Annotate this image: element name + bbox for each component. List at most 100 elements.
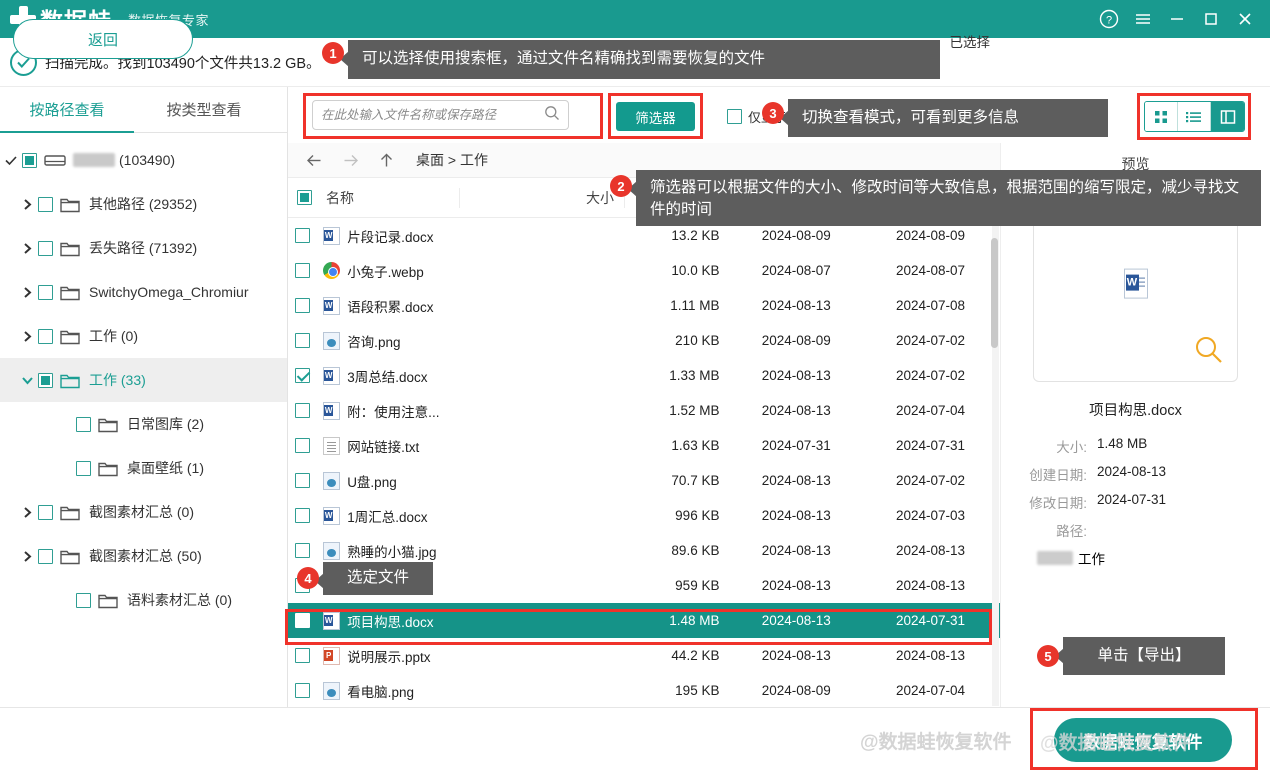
tab-by-type[interactable]: 按类型查看 — [166, 102, 242, 119]
tree-item[interactable]: SwitchyOmega_Chromiur — [0, 270, 287, 314]
table-row[interactable]: 说明展示.pptx 44.2 KB 2024-08-13 2024-08-13 — [288, 638, 1000, 673]
table-row[interactable]: 熟睡的小猫.jpg 89.6 KB 2024-08-13 2024-08-13 — [288, 533, 1000, 568]
word-icon — [323, 401, 341, 420]
tree-item[interactable]: (103490) — [0, 138, 287, 182]
checkbox-icon[interactable] — [727, 109, 742, 124]
tree-item[interactable]: 语料素材汇总 (0) — [0, 578, 287, 622]
tree-item[interactable]: 工作 (0) — [0, 314, 287, 358]
search-input[interactable] — [321, 108, 544, 122]
row-checkbox[interactable] — [288, 368, 323, 383]
forward-arrow-icon[interactable] — [332, 143, 368, 177]
table-row[interactable]: 1周汇总.docx 996 KB 2024-08-13 2024-07-03 — [288, 498, 1000, 533]
close-icon[interactable] — [1228, 0, 1262, 38]
tree-root-check-icon[interactable] — [0, 155, 22, 166]
export-button[interactable]: 数据蛙恢复软件 — [1054, 718, 1232, 762]
split-view-icon[interactable] — [1211, 102, 1244, 131]
checkbox-icon[interactable] — [296, 190, 312, 205]
checkbox-icon[interactable] — [38, 328, 53, 344]
zoom-preview-icon[interactable] — [1193, 334, 1225, 371]
back-button[interactable]: 返回 — [13, 19, 193, 59]
list-scrollbar[interactable] — [991, 218, 999, 706]
column-header-size[interactable]: 大小 — [459, 187, 624, 208]
checkbox-icon[interactable] — [38, 240, 53, 256]
table-row[interactable]: 片段记录.docx 13.2 KB 2024-08-09 2024-08-09 — [288, 218, 1000, 253]
checkbox-icon[interactable] — [295, 333, 311, 348]
row-checkbox[interactable] — [288, 508, 323, 523]
row-checkbox[interactable] — [288, 683, 323, 698]
list-view-icon[interactable] — [1178, 102, 1211, 131]
row-checkbox[interactable] — [288, 438, 323, 453]
tree-item[interactable]: 桌面壁纸 (1) — [0, 446, 287, 490]
table-row[interactable]: U盘.png 70.7 KB 2024-08-13 2024-07-02 — [288, 463, 1000, 498]
tree-item[interactable]: 其他路径 (29352) — [0, 182, 287, 226]
maximize-icon[interactable] — [1194, 0, 1228, 38]
menu-icon[interactable] — [1126, 0, 1160, 38]
view-mode-switcher[interactable] — [1144, 101, 1245, 132]
grid-view-icon[interactable] — [1145, 102, 1178, 131]
table-row[interactable]: 小兔子.webp 10.0 KB 2024-08-07 2024-08-07 — [288, 253, 1000, 288]
checkbox-icon[interactable] — [295, 683, 311, 698]
row-checkbox[interactable] — [288, 543, 323, 558]
chevron-right-icon[interactable] — [16, 286, 38, 299]
checkbox-icon[interactable] — [295, 613, 311, 628]
checkbox-icon[interactable] — [38, 372, 53, 388]
checkbox-icon[interactable] — [295, 298, 311, 313]
checkbox-icon[interactable] — [295, 438, 311, 453]
table-row[interactable]: 网站链接.txt 1.63 KB 2024-07-31 2024-07-31 — [288, 428, 1000, 463]
tree-item[interactable]: 日常图库 (2) — [0, 402, 287, 446]
row-checkbox[interactable] — [288, 263, 323, 278]
search-box[interactable] — [312, 100, 569, 130]
checkbox-icon[interactable] — [295, 473, 311, 488]
table-row[interactable]: 3周总结.docx 1.33 MB 2024-08-13 2024-07-02 — [288, 358, 1000, 393]
chevron-right-icon[interactable] — [16, 550, 38, 563]
checkbox-icon[interactable] — [295, 228, 311, 243]
checkbox-icon[interactable] — [76, 460, 91, 476]
tree-item[interactable]: 截图素材汇总 (0) — [0, 490, 287, 534]
checkbox-icon[interactable] — [295, 368, 311, 383]
checkbox-icon[interactable] — [22, 152, 37, 168]
column-header-name[interactable]: 名称 — [326, 189, 354, 206]
tree-item[interactable]: 工作 (33) — [0, 358, 287, 402]
checkbox-icon[interactable] — [295, 403, 311, 418]
tree-item[interactable]: 截图素材汇总 (50) — [0, 534, 287, 578]
checkbox-icon[interactable] — [38, 548, 53, 564]
row-checkbox[interactable] — [288, 333, 323, 348]
checkbox-icon[interactable] — [295, 543, 311, 558]
checkbox-icon[interactable] — [38, 196, 53, 212]
checkbox-icon[interactable] — [295, 508, 311, 523]
row-checkbox[interactable] — [288, 648, 323, 663]
minimize-icon[interactable] — [1160, 0, 1194, 38]
up-arrow-icon[interactable] — [368, 143, 404, 177]
chevron-right-icon[interactable] — [16, 198, 38, 211]
scrollbar-thumb[interactable] — [991, 238, 998, 348]
table-row[interactable]: 附：使用注意... 1.52 MB 2024-08-13 2024-07-04 — [288, 393, 1000, 428]
table-row[interactable]: 项目构思.docx 1.48 MB 2024-08-13 2024-07-31 — [288, 603, 1000, 638]
help-icon[interactable]: ? — [1092, 0, 1126, 38]
chevron-right-icon[interactable] — [16, 506, 38, 519]
table-row[interactable]: 语段积累.docx 1.11 MB 2024-08-13 2024-07-08 — [288, 288, 1000, 323]
checkbox-icon[interactable] — [38, 504, 53, 520]
row-checkbox[interactable] — [288, 403, 323, 418]
back-arrow-icon[interactable] — [296, 143, 332, 177]
checkbox-icon[interactable] — [76, 416, 91, 432]
checkbox-icon[interactable] — [38, 284, 53, 300]
checkbox-icon[interactable] — [295, 648, 311, 663]
row-checkbox[interactable] — [288, 613, 323, 628]
chevron-right-icon[interactable] — [16, 242, 38, 255]
row-checkbox[interactable] — [288, 298, 323, 313]
search-icon[interactable] — [544, 105, 560, 126]
tab-by-path[interactable]: 按路径查看 — [0, 87, 134, 133]
chevron-right-icon[interactable] — [16, 330, 38, 343]
row-checkbox[interactable] — [288, 228, 323, 243]
filter-button[interactable]: 筛选器 — [616, 102, 695, 131]
tree-item[interactable]: 丢失路径 (71392) — [0, 226, 287, 270]
row-checkbox[interactable] — [288, 473, 323, 488]
checkbox-icon[interactable] — [295, 263, 311, 278]
chevron-down-icon[interactable] — [16, 375, 38, 386]
table-row[interactable]: 咨询.png 210 KB 2024-08-09 2024-07-02 — [288, 323, 1000, 358]
table-row[interactable]: 看电脑.png 195 KB 2024-08-09 2024-07-04 — [288, 673, 1000, 706]
checkbox-icon[interactable] — [76, 592, 91, 608]
select-all-checkbox[interactable] — [288, 190, 326, 205]
breadcrumb[interactable]: 桌面 > 工作 — [416, 152, 488, 168]
file-modified-cell: 2024-07-02 — [896, 368, 966, 383]
